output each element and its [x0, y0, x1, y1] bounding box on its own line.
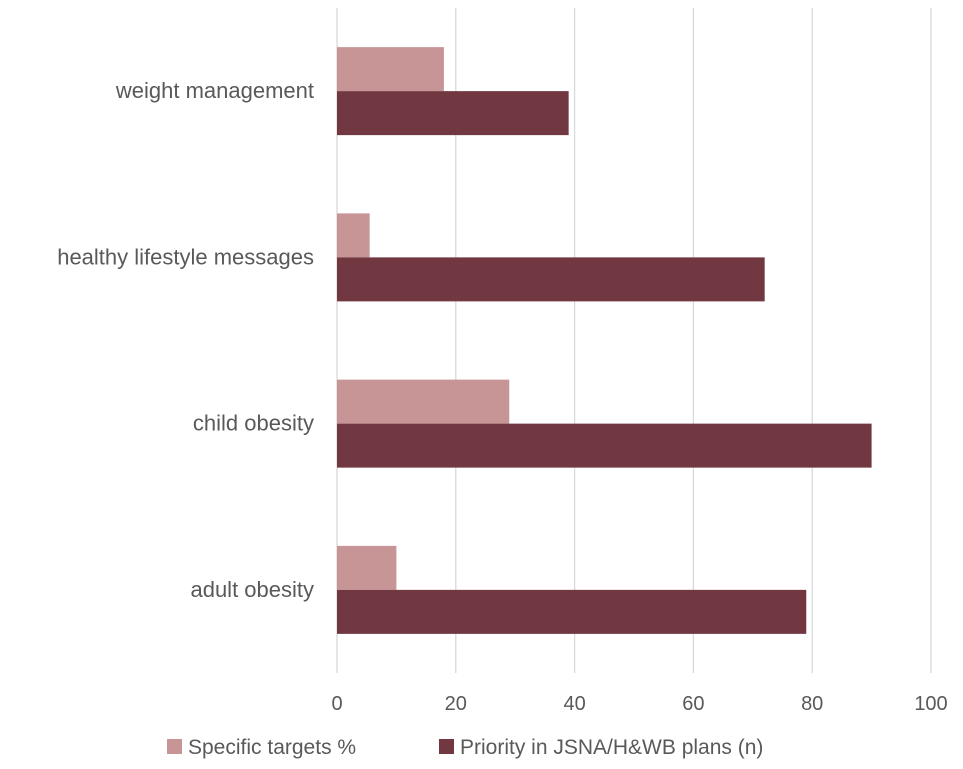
bar-specific-targets	[337, 545, 397, 590]
legend-label: Specific targets %	[188, 736, 356, 759]
bars	[337, 47, 872, 634]
bar-priority	[337, 589, 807, 634]
bar-specific-targets	[337, 379, 510, 424]
x-axis-ticks: 0 20 40 60 80 100	[331, 693, 947, 715]
x-tick-label: 100	[914, 693, 947, 715]
x-tick-label: 40	[563, 693, 585, 715]
category-label: weight management	[115, 78, 314, 103]
bar-priority	[337, 257, 765, 302]
x-tick-label: 0	[331, 693, 342, 715]
bar-specific-targets	[337, 213, 370, 258]
bar-specific-targets	[337, 47, 444, 92]
legend-swatch	[167, 739, 182, 754]
category-label: child obesity	[193, 411, 314, 436]
category-label: healthy lifestyle messages	[57, 244, 314, 269]
x-tick-label: 60	[682, 693, 704, 715]
legend: Specific targets % Priority in JSNA/H&WB …	[167, 736, 763, 759]
bar-priority	[337, 423, 872, 468]
legend-label: Priority in JSNA/H&WB plans (n)	[460, 736, 763, 759]
category-label: adult obesity	[190, 577, 314, 602]
bar-priority	[337, 91, 569, 136]
category-labels: weight management healthy lifestyle messa…	[57, 78, 314, 602]
legend-swatch	[439, 739, 454, 754]
x-tick-label: 20	[445, 693, 467, 715]
x-tick-label: 80	[801, 693, 823, 715]
